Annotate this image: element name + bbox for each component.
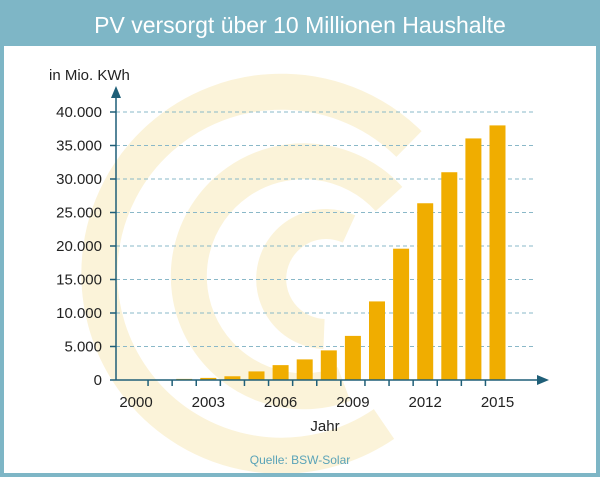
bar-2012 — [417, 203, 434, 380]
bar-2007 — [296, 359, 313, 380]
source-label: Quelle: BSW-Solar — [249, 453, 351, 467]
bar-2015 — [489, 125, 506, 381]
bar-2009 — [344, 335, 361, 380]
x-axis-arrow — [537, 375, 549, 385]
bar-2004 — [224, 376, 241, 380]
x-tick-label: 2000 — [119, 394, 152, 411]
x-tick-label: 2006 — [264, 394, 297, 411]
watermark-core — [256, 209, 356, 349]
chart-title: PV versorgt über 10 Millionen Haushalte — [4, 4, 596, 46]
y-tick-label: 5.000 — [64, 339, 102, 356]
x-tick-label: 2015 — [481, 394, 514, 411]
bar-2003 — [200, 377, 217, 380]
y-tick-label: 15.000 — [56, 272, 102, 289]
bar-2005 — [248, 371, 265, 380]
x-tick-label: 2012 — [409, 394, 442, 411]
x-tick-label: 2003 — [192, 394, 225, 411]
watermark-outer-ring — [81, 73, 422, 473]
y-tick-label: 35.000 — [56, 138, 102, 155]
y-axis-title: in Mio. KWh — [49, 67, 130, 84]
y-tick-label: 20.000 — [56, 238, 102, 255]
bar-2006 — [272, 365, 289, 380]
bar-2011 — [393, 248, 410, 380]
bar-2010 — [369, 301, 385, 380]
bar-2013 — [441, 172, 458, 380]
x-axis-title: Jahr — [310, 418, 339, 435]
bar-2008 — [320, 350, 337, 380]
x-tick-label: 2009 — [336, 394, 369, 411]
bar-2014 — [465, 138, 482, 380]
y-tick-label: 0 — [94, 372, 102, 389]
y-tick-label: 40.000 — [56, 104, 102, 121]
y-tick-label: 30.000 — [56, 171, 102, 188]
y-tick-label: 10.000 — [56, 305, 102, 322]
bar-chart: 0 5.000 10.000 15.000 20.000 25.000 30.000 35.0… — [49, 67, 549, 473]
y-axis-arrow — [111, 86, 121, 98]
y-tick-label: 25.000 — [56, 205, 102, 222]
